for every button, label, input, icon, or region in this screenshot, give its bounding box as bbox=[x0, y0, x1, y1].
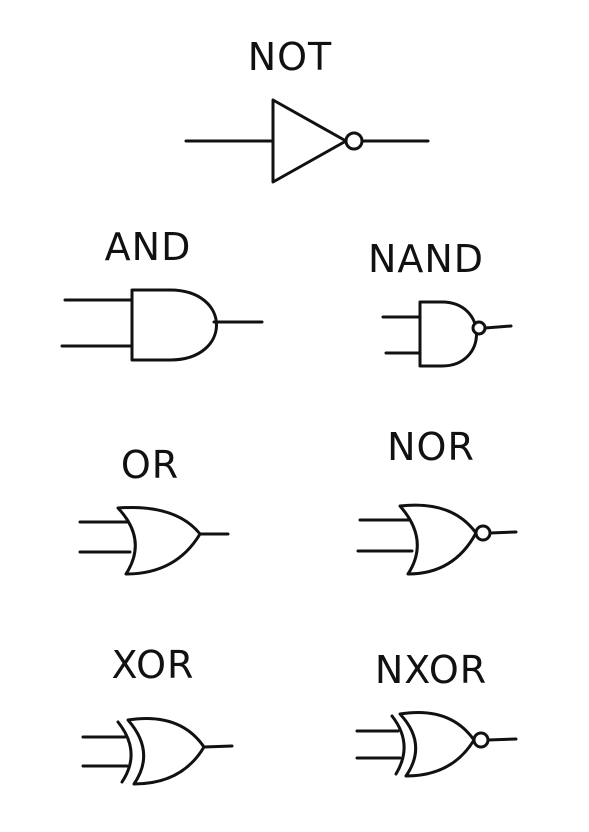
nor-inversion-bubble bbox=[474, 524, 492, 542]
nor-body bbox=[398, 503, 478, 576]
not-label: NOT bbox=[248, 35, 333, 79]
not-triangle bbox=[271, 98, 348, 184]
nand-label: NAND bbox=[368, 237, 484, 281]
nor-gate-symbol bbox=[356, 503, 518, 576]
and-label: AND bbox=[105, 225, 192, 269]
nor-output-wire bbox=[488, 530, 518, 535]
nand-inversion-bubble bbox=[471, 320, 487, 336]
nor-gate-group: NOR bbox=[356, 425, 518, 576]
nand-output-wire bbox=[483, 324, 513, 330]
and-body bbox=[130, 288, 218, 362]
not-gate-symbol bbox=[184, 98, 430, 184]
xor-gate-symbol bbox=[81, 717, 234, 786]
or-label: OR bbox=[121, 443, 179, 487]
nand-gate-symbol bbox=[381, 300, 513, 368]
nxor-gate-group: NXOR bbox=[355, 648, 518, 778]
xor-label: XOR bbox=[112, 643, 195, 687]
or-body bbox=[116, 506, 202, 576]
xor-gate-group: XOR bbox=[81, 643, 234, 786]
xor-output-wire bbox=[202, 744, 234, 749]
xor-extra-curve bbox=[116, 720, 133, 784]
nxor-label: NXOR bbox=[375, 648, 487, 692]
nand-body bbox=[418, 300, 478, 368]
and-gate-group: AND bbox=[60, 225, 264, 362]
xor-body bbox=[126, 717, 206, 786]
not-inversion-bubble bbox=[344, 131, 364, 151]
or-gate-group: OR bbox=[78, 443, 230, 576]
or-gate-symbol bbox=[78, 506, 230, 576]
nxor-body bbox=[398, 710, 476, 778]
nxor-inversion-bubble bbox=[472, 731, 490, 749]
nor-label: NOR bbox=[387, 425, 475, 469]
nand-gate-group: NAND bbox=[368, 237, 513, 368]
not-gate-group: NOT bbox=[184, 35, 430, 184]
and-gate-symbol bbox=[60, 288, 264, 362]
nxor-output-wire bbox=[486, 737, 518, 742]
nxor-extra-curve bbox=[390, 714, 406, 776]
nxor-gate-symbol bbox=[355, 710, 518, 778]
